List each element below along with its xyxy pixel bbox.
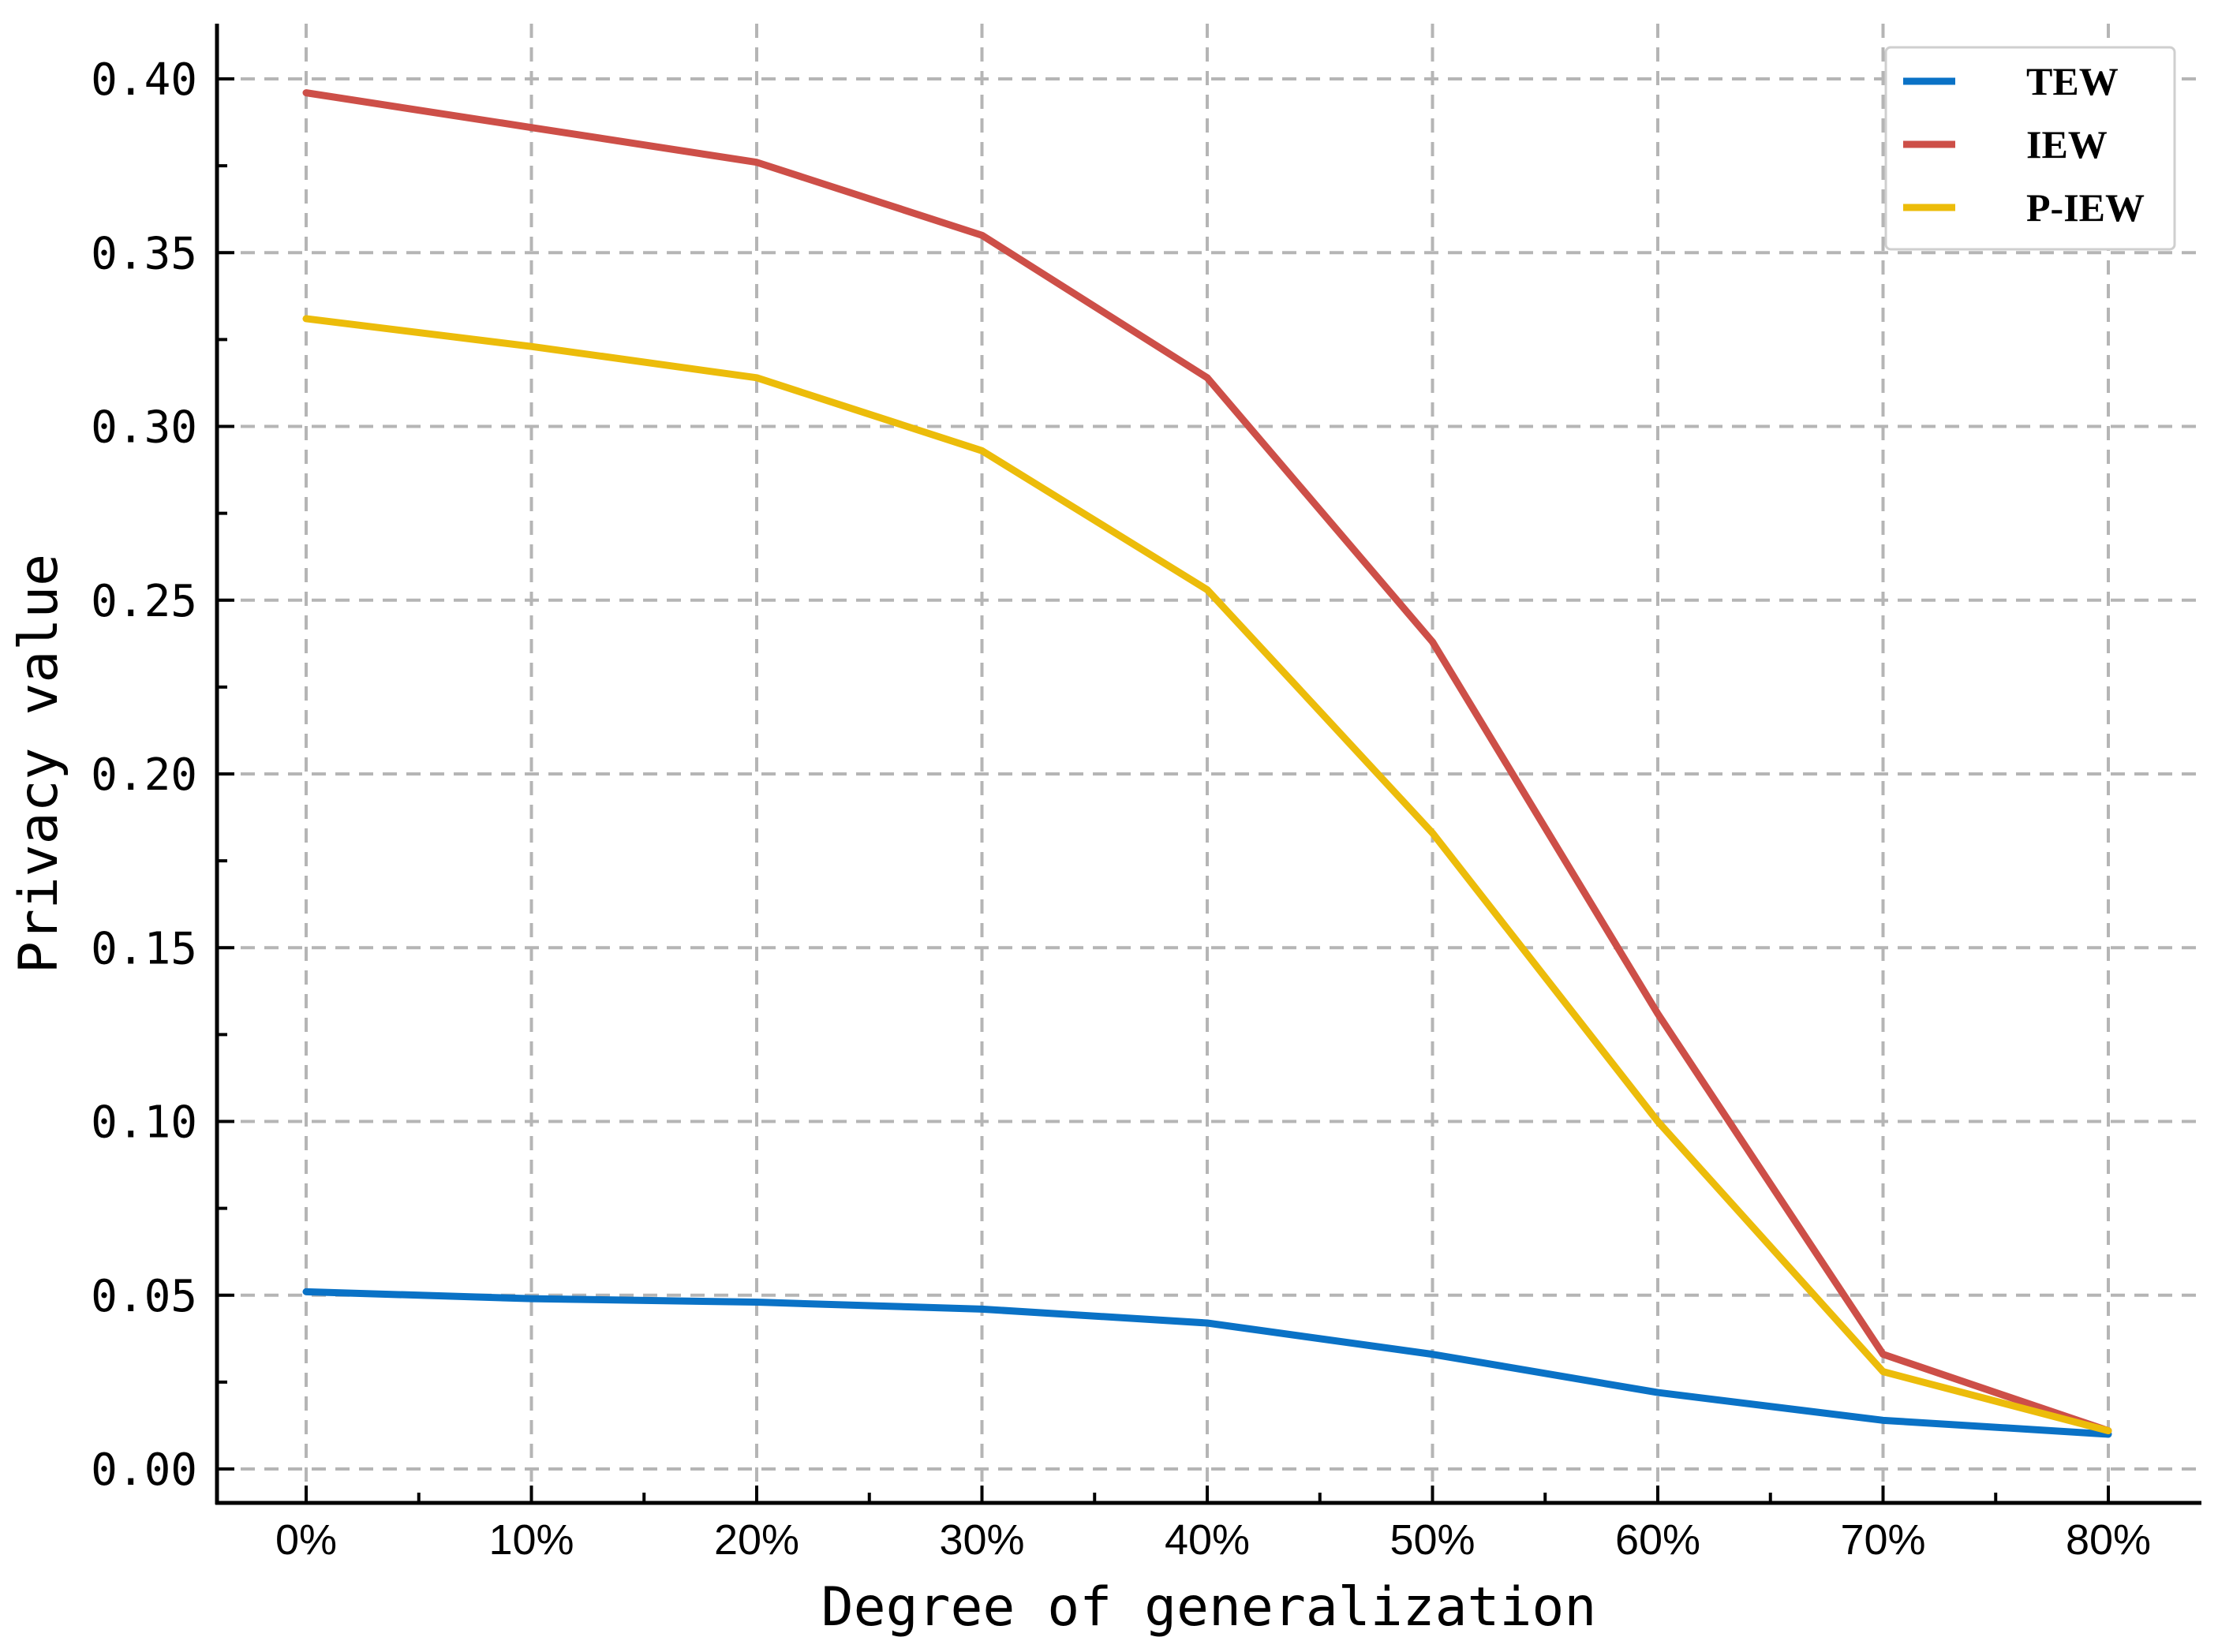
x-axis-label: Degree of generalization <box>821 1576 1597 1639</box>
x-tick-label: 20% <box>714 1516 799 1564</box>
y-tick-label: 0.20 <box>91 749 197 801</box>
x-ticks: 0% 10% 20% 30% 40% 50% 60% 70% 80% <box>275 1486 2151 1564</box>
x-tick-label: 10% <box>488 1516 574 1564</box>
y-tick-label: 0.25 <box>91 576 197 627</box>
x-tick-label: 40% <box>1165 1516 1250 1564</box>
legend-label-p-iew: P-IEW <box>2026 185 2145 230</box>
x-tick-label: 70% <box>1840 1516 1925 1564</box>
grid <box>217 24 2201 1503</box>
x-tick-label: 50% <box>1390 1516 1475 1564</box>
x-tick-label: 80% <box>2066 1516 2151 1564</box>
series-line-tew <box>302 1288 2112 1438</box>
y-tick-label: 0.30 <box>91 402 197 454</box>
legend: TEW IEW P-IEW <box>1884 46 2176 251</box>
series-lines <box>302 89 2112 1438</box>
legend-box <box>1884 46 2176 251</box>
y-tick-label: 0.00 <box>91 1445 197 1496</box>
x-tick-label: 60% <box>1615 1516 1700 1564</box>
y-tick-label: 0.15 <box>91 923 197 974</box>
y-tick-label: 0.05 <box>91 1271 197 1322</box>
series-line-iew <box>302 89 2112 1435</box>
legend-label-tew: TEW <box>2026 59 2119 103</box>
y-ticks: 0.00 0.05 0.10 0.15 0.20 0.25 0.30 0.35 0.40 <box>91 54 234 1496</box>
series-line-p-iew <box>302 315 2112 1435</box>
y-tick-label: 0.40 <box>91 54 197 106</box>
y-tick-label: 0.35 <box>91 228 197 279</box>
y-axis-label: Privacy value <box>8 554 70 974</box>
x-tick-label: 30% <box>939 1516 1024 1564</box>
x-tick-label: 0% <box>275 1516 337 1564</box>
y-tick-label: 0.10 <box>91 1097 197 1149</box>
legend-label-iew: IEW <box>2026 122 2108 166</box>
